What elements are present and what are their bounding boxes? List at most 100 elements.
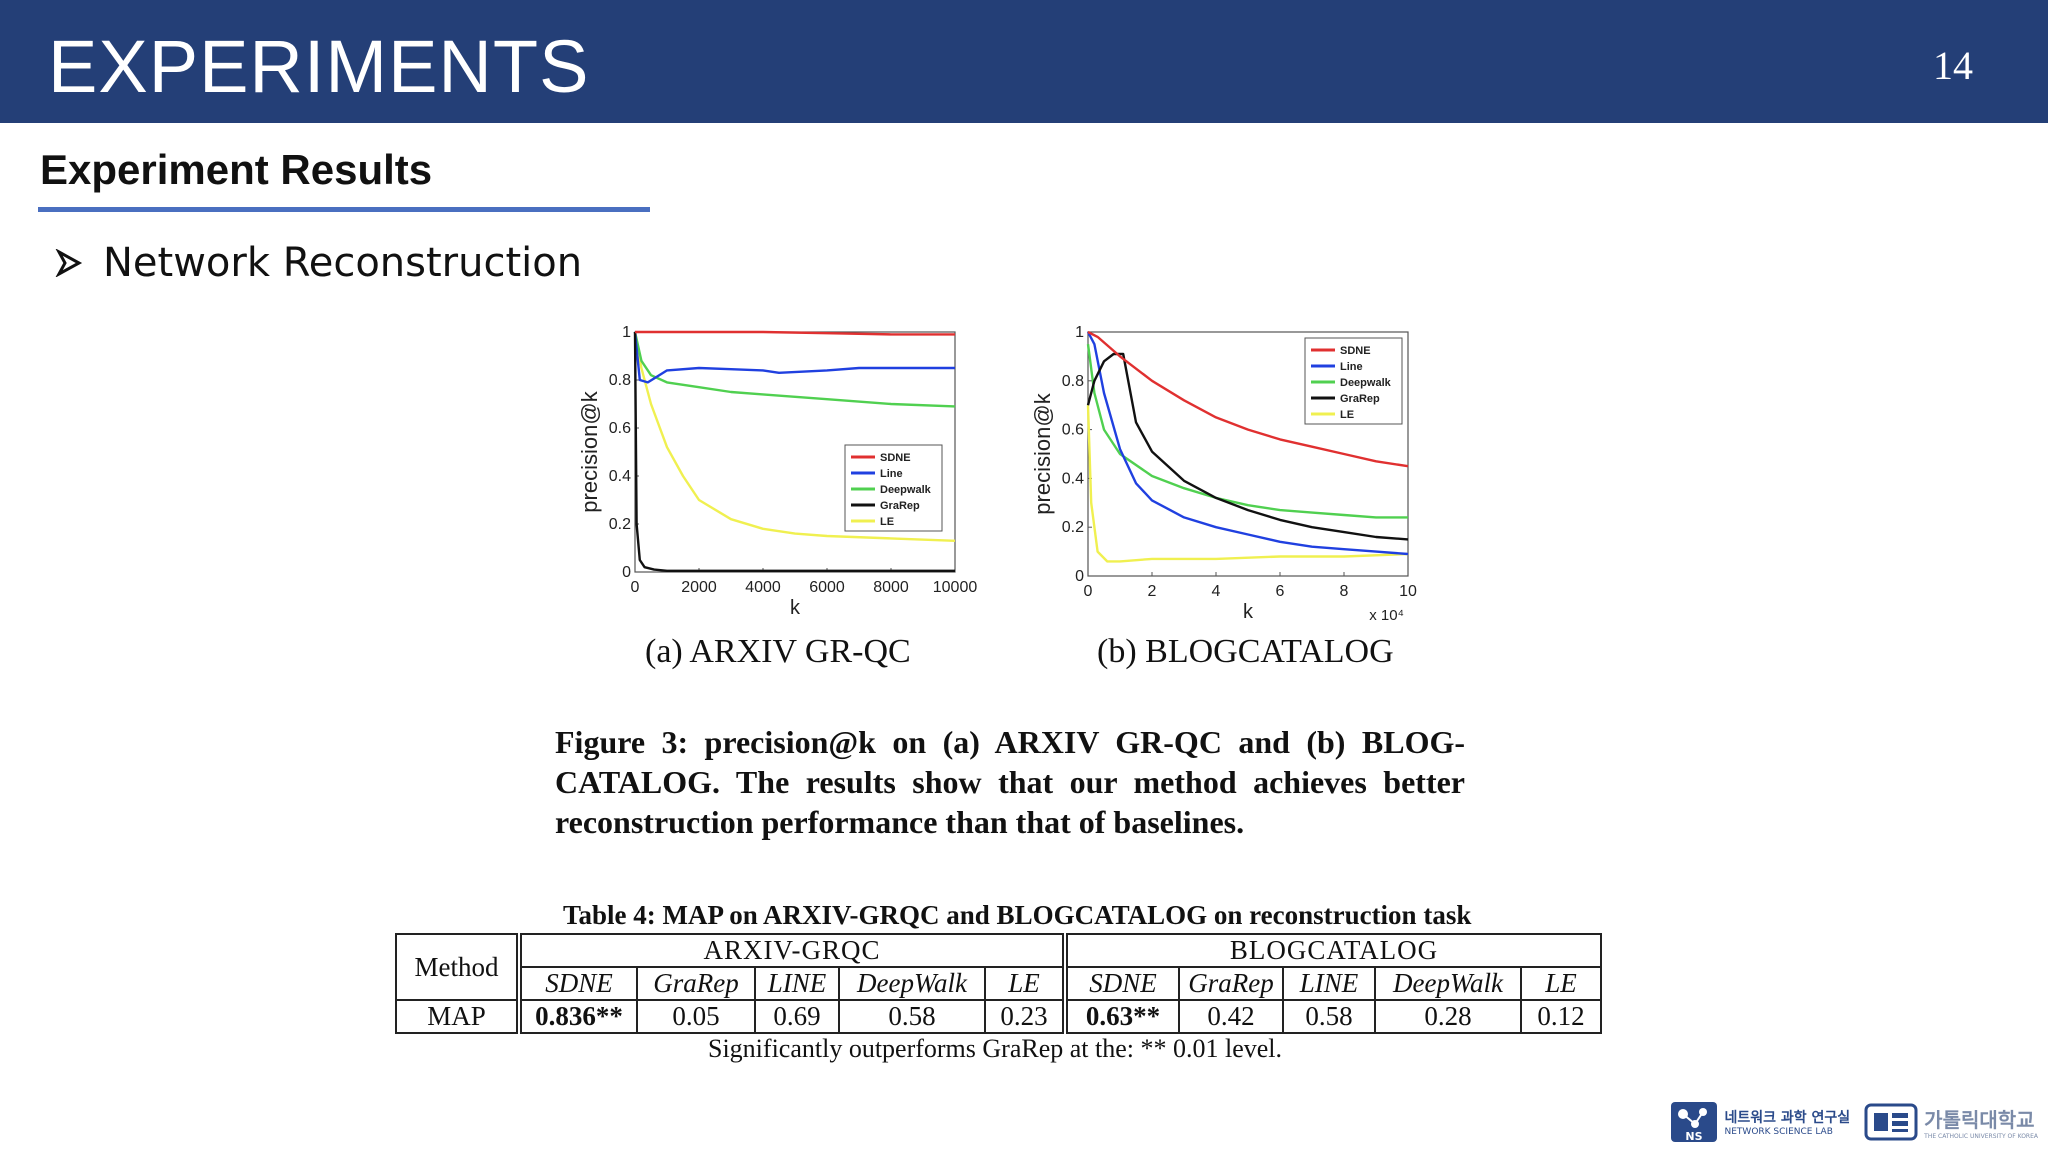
x-tick-label: 6 <box>1276 583 1285 600</box>
university-emblem-icon <box>1864 1103 1918 1141</box>
column-header: GraRep <box>636 966 756 1001</box>
y-tick-label: 0.4 <box>609 468 631 485</box>
lab-name-ko: 네트워크 과학 연구실 <box>1724 1110 1851 1126</box>
y-tick-label: 1 <box>1075 324 1084 341</box>
table-cell: 0.42 <box>1178 999 1284 1034</box>
legend-label: LE <box>1340 409 1354 421</box>
y-tick-label: 0.6 <box>1062 422 1084 439</box>
x-axis-label: k <box>790 597 801 619</box>
subcaption-b: (b) BLOGCATALOG <box>1097 633 1394 670</box>
x-axis-label: k <box>1243 601 1254 623</box>
legend-label: Deepwalk <box>880 484 932 496</box>
method-header: Method <box>395 933 520 1001</box>
y-tick-label: 1 <box>622 324 631 341</box>
ns-badge-text: NS <box>1685 1130 1702 1143</box>
slide-title: EXPERIMENTS <box>48 25 590 108</box>
y-tick-label: 0.8 <box>609 372 631 389</box>
legend-label: Deepwalk <box>1340 377 1392 389</box>
table-cell: 0.23 <box>984 999 1066 1034</box>
figure-caption: Figure 3: precision@k on (a) ARXIV GR-QC… <box>555 724 1465 840</box>
series-line-le <box>633 331 956 542</box>
column-header: LINE <box>754 966 840 1001</box>
university-name-en: THE CATHOLIC UNIVERSITY OF KOREA <box>1924 1133 2038 1140</box>
table-column-row: SDNE GraRep LINE DeepWalk LE SDNE GraRep… <box>396 966 1602 1001</box>
y-tick-label: 0.2 <box>609 516 631 533</box>
table-cell: 0.836** <box>516 999 638 1034</box>
legend-label: GraRep <box>1340 393 1380 405</box>
series-line-line <box>1086 331 1409 556</box>
legend-label: GraRep <box>880 500 920 512</box>
y-axis-label: precision@k <box>1030 392 1055 514</box>
table-cell: 0.05 <box>636 999 756 1034</box>
arrow-bullet-icon <box>55 249 83 277</box>
y-tick-label: 0.8 <box>1062 373 1084 390</box>
title-bar: EXPERIMENTS 14 <box>0 0 2048 123</box>
legend-label: Line <box>880 468 903 480</box>
series-line-deepwalk <box>633 331 956 408</box>
legend-label: SDNE <box>880 452 911 464</box>
lab-name-en: NETWORK SCIENCE LAB <box>1724 1127 1833 1137</box>
column-header: LE <box>984 966 1066 1001</box>
table-caption: Table 4: MAP on ARXIV-GRQC and BLOGCATAL… <box>563 900 1472 930</box>
table-footnote: Significantly outperforms GraRep at the:… <box>708 1034 1283 1063</box>
series-line-grarep <box>1086 352 1409 541</box>
table-group-row: Method ARXIV-GRQC BLOGCATALOG <box>395 933 1602 1001</box>
row-label: MAP <box>395 999 520 1034</box>
legend-label: Line <box>1340 361 1363 373</box>
chart-arxiv-grqc: 0 2000 4000 6000 8000 10000 0 0.2 0.4 0.6 0.8 1 k pre… <box>577 324 978 619</box>
legend-label: LE <box>880 516 894 528</box>
section-underline <box>38 207 650 212</box>
y-tick-label: 0 <box>622 564 631 581</box>
x-tick-label: 10000 <box>933 579 978 596</box>
series-line-line <box>633 331 955 384</box>
table-cell: 0.12 <box>1520 999 1602 1034</box>
series-line-sdne <box>1087 330 1409 468</box>
column-header: DeepWalk <box>1374 966 1522 1001</box>
legend-label: SDNE <box>1340 345 1371 357</box>
series-line-le <box>1086 405 1409 563</box>
y-tick-label: 0.4 <box>1062 470 1084 487</box>
x-tick-label: 0 <box>631 579 640 596</box>
subcaption-a: (a) ARXIV GR-QC <box>645 633 911 670</box>
column-header: SDNE <box>516 966 638 1001</box>
column-header: DeepWalk <box>838 966 986 1001</box>
table-cell: 0.28 <box>1374 999 1522 1034</box>
x-tick-label: 8000 <box>873 579 909 596</box>
x-tick-label: 4000 <box>745 579 781 596</box>
y-tick-label: 0.6 <box>609 420 631 437</box>
table-cell: 0.69 <box>754 999 840 1034</box>
column-header: SDNE <box>1062 966 1180 1001</box>
column-header: LE <box>1520 966 1602 1001</box>
university-name-ko: 가톨릭대학교 <box>1924 1108 2035 1132</box>
page-number: 14 <box>1933 43 1973 88</box>
series-line-grarep <box>633 331 955 572</box>
ns-lab-emblem-icon: NS <box>1670 1102 1717 1143</box>
results-table: Method ARXIV-GRQC BLOGCATALOG SDNE GraRe… <box>395 933 1602 1034</box>
bullet-item: Network Reconstruction <box>55 240 582 286</box>
x-tick-label: 0 <box>1084 583 1093 600</box>
network-science-lab-logo: NS 네트워크 과학 연구실 NETWORK SCIENCE LAB <box>1669 1100 1851 1144</box>
series-line-sdne <box>635 330 955 336</box>
column-header: GraRep <box>1178 966 1284 1001</box>
catholic-university-logo: 가톨릭대학교 THE CATHOLIC UNIVERSITY OF KOREA <box>1864 1101 2038 1143</box>
x-tick-label: 2 <box>1148 583 1157 600</box>
table-cell: 0.58 <box>1282 999 1376 1034</box>
bullet-text: Network Reconstruction <box>103 240 583 286</box>
section-heading: Experiment Results <box>40 146 433 193</box>
x-tick-label: 2000 <box>681 579 717 596</box>
footer-logos: NS 네트워크 과학 연구실 NETWORK SCIENCE LAB 가톨릭대학… <box>1669 1100 2038 1144</box>
x-tick-label: 8 <box>1340 583 1349 600</box>
table-row: MAP 0.836** 0.05 0.69 0.58 0.23 0.63** 0… <box>395 999 1602 1034</box>
group-header-blogcatalog: BLOGCATALOG <box>1062 933 1602 968</box>
y-tick-label: 0 <box>1075 568 1084 585</box>
x-axis-multiplier: x 10⁴ <box>1369 607 1404 624</box>
x-tick-label: 6000 <box>809 579 845 596</box>
group-header-arxiv: ARXIV-GRQC <box>516 933 1066 968</box>
chart-blogcatalog: 0 2 4 6 8 10 0 0.2 0.4 0.6 0.8 1 k precision@k x 10⁴ SD… <box>1030 324 1417 624</box>
y-tick-label: 0.2 <box>1062 519 1084 536</box>
column-header: LINE <box>1282 966 1376 1001</box>
table-cell: 0.63** <box>1062 999 1180 1034</box>
y-axis-label: precision@k <box>577 390 602 512</box>
table-cell: 0.58 <box>838 999 986 1034</box>
x-tick-label: 10 <box>1399 583 1417 600</box>
